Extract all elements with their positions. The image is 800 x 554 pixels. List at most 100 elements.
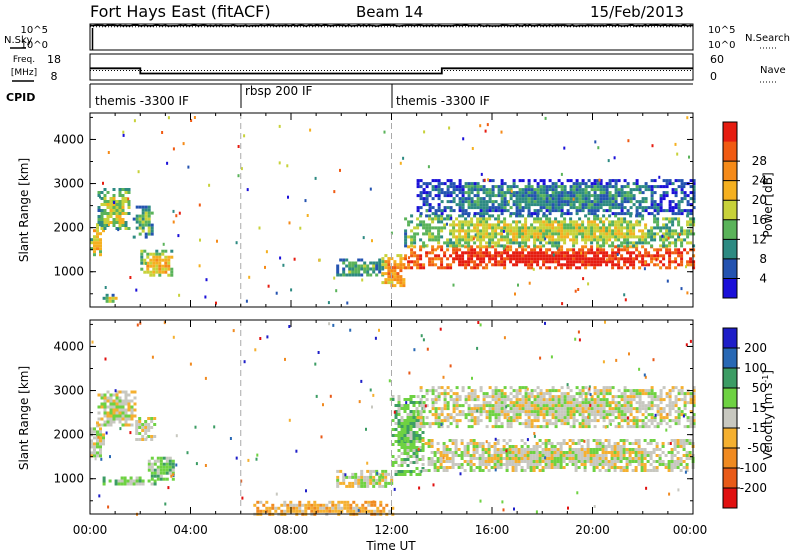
heat-cell [613,466,617,469]
heat-cell [403,431,407,434]
heat-cell [100,215,104,218]
heat-cell [461,244,465,248]
heat-cell [419,214,423,218]
heat-cell [162,462,166,466]
heat-cell [387,281,391,285]
heat-cell [541,448,545,451]
heat-cell [394,416,398,419]
heat-cell [658,175,661,179]
heat-cell [400,407,404,410]
heat-cell [449,263,453,267]
heat-cell [551,389,555,393]
heat-cell [575,241,579,245]
heat-cell [506,416,510,420]
heat-cell [536,229,540,233]
heat-cell [482,260,486,264]
heat-cell [425,392,429,396]
heat-cell [590,248,594,252]
heat-cell [607,469,611,472]
heat-cell [449,185,453,189]
heat-cell [650,235,654,239]
heat-cell [322,506,326,510]
heat-cell [473,404,477,408]
heat-cell [509,197,513,201]
heat-cell [499,460,503,463]
heat-cell [195,462,198,466]
heat-cell [548,419,552,423]
heat-cell [487,460,491,463]
heat-cell [482,238,486,242]
heat-cell [118,200,122,203]
heat-cell [479,260,483,264]
heat-cell [590,226,594,230]
heat-cell [524,232,528,236]
heat-cell [434,422,438,426]
heat-cell [440,407,444,411]
heat-cell [422,263,426,267]
heat-cell [560,410,564,414]
heat-cell [518,251,522,255]
heat-cell [113,201,116,204]
heat-cell [491,407,495,411]
heat-cell [659,235,663,239]
heat-cell [448,460,452,463]
heat-cell [677,179,681,183]
heat-cell [133,408,137,412]
heat-cell [135,432,139,435]
heat-cell [593,386,597,390]
heat-cell [309,128,312,132]
heat-cell [563,263,567,267]
heat-cell [629,398,633,402]
heat-cell [470,413,474,417]
heat-cell [524,389,528,393]
heat-cell [156,459,160,463]
heat-cell [596,200,600,204]
heat-cell [439,466,443,469]
heat-cell [581,389,585,393]
heat-cell [668,206,672,210]
heat-cell [403,470,407,473]
heat-cell [506,229,510,233]
heat-cell [494,468,497,472]
heat-cell [508,417,511,420]
heat-cell [410,241,414,245]
heat-cell [668,425,672,429]
heat-cell [554,413,558,417]
heat-cell [662,194,666,198]
heat-cell [650,257,654,261]
heat-cell [602,257,606,261]
heat-cell [342,258,346,262]
heat-cell [423,130,426,134]
heat-cell [578,254,582,258]
heat-cell [168,456,172,460]
heat-cell [370,500,374,504]
heat-cell [599,182,603,186]
heat-cell [138,482,142,486]
heat-cell [556,466,560,469]
heat-cell [505,466,509,469]
heat-cell [517,454,521,457]
heat-cell [147,217,151,221]
heat-cell [637,463,641,466]
heat-cell [629,212,633,216]
heat-cell [538,445,542,448]
heat-cell [458,185,462,189]
heat-cell [410,244,414,248]
heat-cell [437,232,441,236]
heat-cell [569,260,573,264]
heat-cell [171,468,175,472]
heat-cell [472,463,476,466]
heat-cell [342,481,346,485]
heat-cell [292,503,296,507]
heat-cell [517,283,519,287]
heat-cell [488,407,492,411]
heat-cell [443,217,447,221]
heat-cell [533,241,537,245]
heat-cell [688,454,692,457]
heat-cell [593,191,597,195]
heat-cell [532,445,536,448]
heat-cell [268,509,272,513]
heat-cell [602,248,606,252]
heat-cell [316,509,320,513]
heat-cell [514,445,518,448]
